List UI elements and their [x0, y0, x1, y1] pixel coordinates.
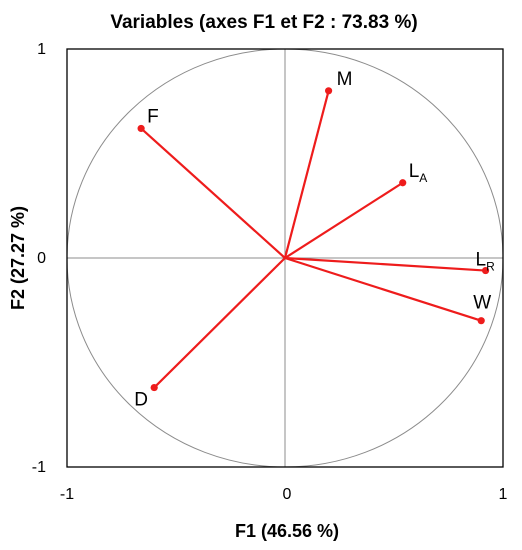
y-tick-top: 1 — [37, 41, 46, 58]
vector-label: LA — [409, 161, 428, 185]
vector-label: M — [337, 69, 353, 90]
vector-label: LR — [476, 250, 496, 274]
vector-line — [284, 256, 482, 322]
y-axis-title: F2 (27.27 %) — [8, 206, 28, 310]
vector-line — [153, 257, 286, 389]
vector-line — [140, 127, 286, 259]
x-tick-middle: 0 — [283, 486, 292, 503]
vector-line — [284, 181, 404, 259]
vector-point — [137, 124, 145, 133]
vector-line — [283, 90, 330, 259]
y-tick-bottom: -1 — [32, 459, 46, 476]
vector-point — [325, 87, 333, 95]
vector-point — [481, 266, 490, 275]
plot-frame — [66, 48, 504, 468]
vector-point — [150, 383, 158, 392]
y-tick-middle: 0 — [37, 250, 46, 267]
vector-label: F — [147, 106, 159, 127]
vector-label: D — [134, 390, 148, 411]
x-tick-left: -1 — [60, 486, 74, 503]
x-axis-title: F1 (46.56 %) — [235, 521, 339, 541]
vector-point — [477, 317, 485, 325]
plot-area: M F LA LR W D — [66, 48, 504, 468]
vector-line — [284, 256, 486, 272]
x-tick-right: 1 — [499, 486, 508, 503]
vector-label: W — [473, 293, 491, 314]
chart-title: Variables (axes F1 et F2 : 73.83 %) — [110, 12, 417, 33]
vector-point — [399, 179, 407, 187]
